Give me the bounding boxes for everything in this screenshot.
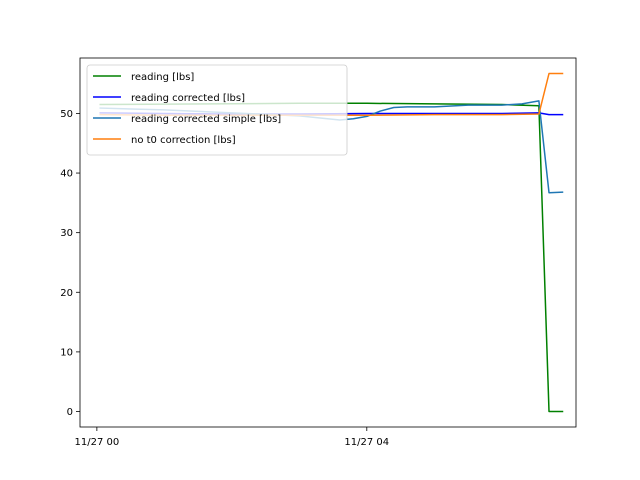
plot-frame — [79, 57, 577, 428]
legend-label-1: reading [lbs] — [131, 72, 194, 83]
legend-label-3: reading corrected simple [lbs] — [131, 114, 281, 125]
x-tick-label-2: 11/27 04 — [344, 437, 389, 448]
y-tick-label-2: 10 — [60, 347, 73, 358]
y-tick-label-4: 30 — [60, 228, 73, 239]
y-tick-label-3: 20 — [60, 288, 73, 299]
y-tick-label-5: 40 — [60, 169, 73, 180]
legend-label-2: reading corrected [lbs] — [131, 93, 245, 104]
legend-label-4: no t0 correction [lbs] — [131, 135, 236, 146]
legend-box — [86, 64, 348, 156]
x-tick-label-1: 11/27 00 — [75, 437, 120, 448]
y-tick-label-6: 50 — [60, 109, 73, 120]
y-tick-label-1: 0 — [67, 407, 73, 418]
legend: reading [lbs] reading corrected [lbs] read… — [86, 64, 348, 156]
axes-layer: 11/27 00 11/27 04 0 10 20 30 40 50 — [60, 57, 577, 448]
